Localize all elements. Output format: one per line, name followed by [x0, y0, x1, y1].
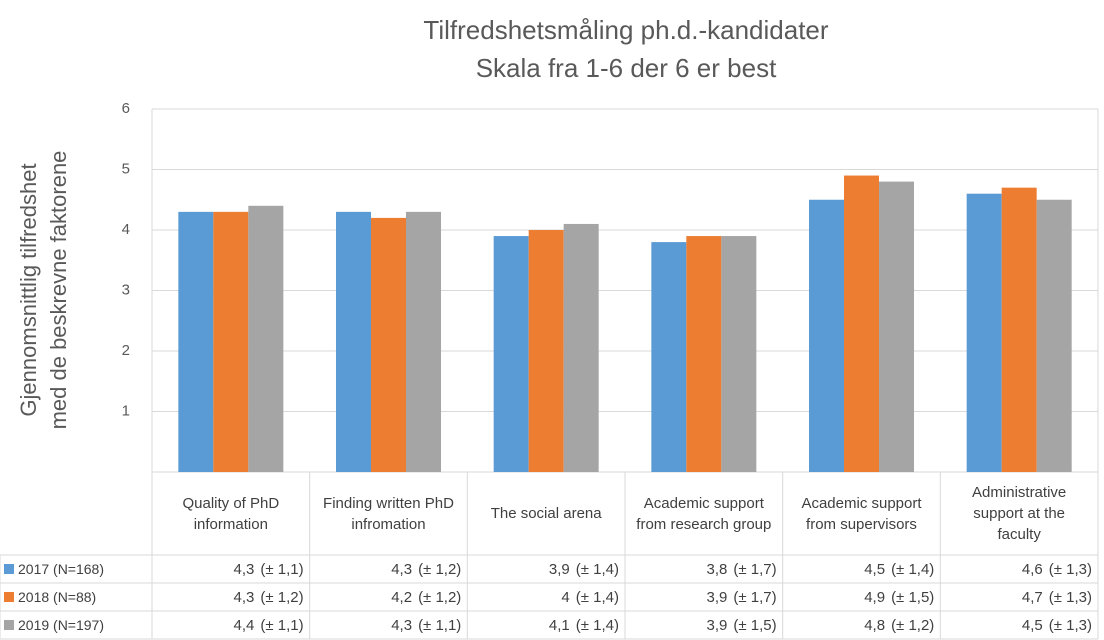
legend-entry: 2019 (N=197)	[0, 611, 152, 639]
bar	[1036, 199, 1072, 472]
value-cell: 4,7 (± 1,3)	[940, 583, 1098, 611]
legend-label: 2019 (N=197)	[18, 617, 105, 633]
value-cell: 3,9 (± 1,5)	[625, 611, 783, 639]
value-label: 4,3	[391, 616, 413, 634]
value-label: 4,3	[391, 560, 413, 578]
legend-key	[4, 564, 14, 574]
value-label: 4,2	[391, 588, 413, 606]
bar	[493, 236, 529, 472]
error-label: (± 1,3)	[1048, 560, 1092, 578]
value-cell: 4,3 (± 1,1)	[152, 555, 310, 583]
bar	[843, 175, 880, 473]
error-label: (± 1,2)	[418, 560, 462, 578]
error-label: (± 1,1)	[418, 616, 462, 634]
error-label: (± 1,4)	[891, 560, 935, 578]
value-cell: 4,4 (± 1,1)	[152, 611, 310, 639]
value-cell: 3,9 (± 1,4)	[467, 555, 625, 583]
bar	[808, 199, 844, 472]
category-cell: Quality of PhD information	[182, 494, 280, 533]
value-label: 4,5	[864, 560, 886, 578]
value-label: 3,9	[548, 560, 570, 578]
bar	[721, 236, 757, 472]
y-tick-label: 3	[122, 281, 130, 298]
category-cell: Administrative support at the faculty	[972, 484, 1067, 543]
value-cell: 3,9 (± 1,7)	[625, 583, 783, 611]
value-label: 4,5	[1021, 616, 1043, 634]
value-cell: 4,5 (± 1,3)	[940, 611, 1098, 639]
error-label: (± 1,3)	[1048, 588, 1092, 606]
category-cell: The social arena	[490, 505, 602, 522]
value-label: 4,9	[864, 588, 886, 606]
bar	[528, 230, 564, 472]
bar	[563, 223, 599, 472]
bar	[370, 217, 407, 472]
value-label: 4,4	[233, 616, 255, 634]
value-label: 4,7	[1021, 588, 1043, 606]
bar	[686, 236, 722, 472]
error-label: (± 1,2)	[418, 588, 462, 606]
y-axis-label: Gjennomsnittlig tilfredshet	[16, 163, 41, 416]
error-label: (± 1,4)	[575, 588, 619, 606]
bar	[178, 211, 214, 472]
chart-subtitle: Skala fra 1-6 der 6 er best	[476, 53, 777, 83]
y-tick-label: 1	[122, 402, 130, 419]
value-cell: 4,6 (± 1,3)	[940, 555, 1098, 583]
error-label: (± 1,5)	[891, 588, 935, 606]
value-label: 3,9	[706, 588, 728, 606]
category-cell: Academic support from supervisors	[801, 494, 922, 533]
error-label: (± 1,1)	[260, 616, 304, 634]
value-cell: 4,9 (± 1,5)	[783, 583, 941, 611]
bar	[651, 242, 687, 472]
value-label: 4,3	[233, 560, 255, 578]
value-cell: 4,8 (± 1,2)	[783, 611, 941, 639]
error-label: (± 1,4)	[575, 560, 619, 578]
error-label: (± 1,2)	[260, 588, 304, 606]
legend-label: 2017 (N=168)	[18, 561, 105, 577]
category-cell: Finding written PhD infromation	[323, 494, 454, 533]
bar	[879, 181, 915, 472]
y-tick-label: 4	[122, 221, 130, 238]
legend-key	[4, 620, 14, 630]
bar	[1001, 187, 1037, 472]
legend-key	[4, 592, 14, 602]
error-label: (± 1,3)	[1048, 616, 1092, 634]
error-label: (± 1,5)	[733, 616, 777, 634]
legend-entry: 2017 (N=168)	[0, 555, 152, 583]
bar	[335, 211, 371, 472]
value-cell: 4,5 (± 1,4)	[783, 555, 941, 583]
y-tick-label: 5	[122, 160, 130, 177]
y-axis-label: med de beskrevne faktorene	[46, 151, 71, 430]
y-tick-label: 6	[122, 100, 130, 117]
error-label: (± 1,2)	[891, 616, 935, 634]
category-cell: Academic support from research group	[636, 494, 772, 533]
value-label: 3,8	[706, 560, 728, 578]
error-label: (± 1,1)	[260, 560, 304, 578]
error-label: (± 1,4)	[575, 616, 619, 634]
value-cell: 4,1 (± 1,4)	[467, 611, 625, 639]
y-tick-label: 2	[122, 342, 130, 359]
legend-entry: 2018 (N=88)	[0, 583, 152, 611]
value-label: 4,3	[233, 588, 255, 606]
value-cell: 3,8 (± 1,7)	[625, 555, 783, 583]
chart-title: Tilfredshetsmåling ph.d.-kandidater	[423, 15, 828, 45]
error-label: (± 1,7)	[733, 588, 777, 606]
value-label: 4,1	[548, 616, 570, 634]
value-label: 4,8	[864, 616, 886, 634]
bar	[406, 211, 442, 472]
bar	[248, 205, 284, 473]
value-cell: 4,2 (± 1,2)	[310, 583, 468, 611]
value-label: 3,9	[706, 616, 728, 634]
value-cell: 4 (± 1,4)	[467, 583, 625, 611]
legend-label: 2018 (N=88)	[18, 589, 97, 605]
bar	[966, 193, 1002, 472]
value-label: 4,6	[1021, 560, 1043, 578]
value-label: 4	[561, 588, 570, 606]
value-cell: 4,3 (± 1,2)	[152, 583, 310, 611]
bar	[213, 211, 249, 472]
error-label: (± 1,7)	[733, 560, 777, 578]
value-cell: 4,3 (± 1,1)	[310, 611, 468, 639]
value-cell: 4,3 (± 1,2)	[310, 555, 468, 583]
